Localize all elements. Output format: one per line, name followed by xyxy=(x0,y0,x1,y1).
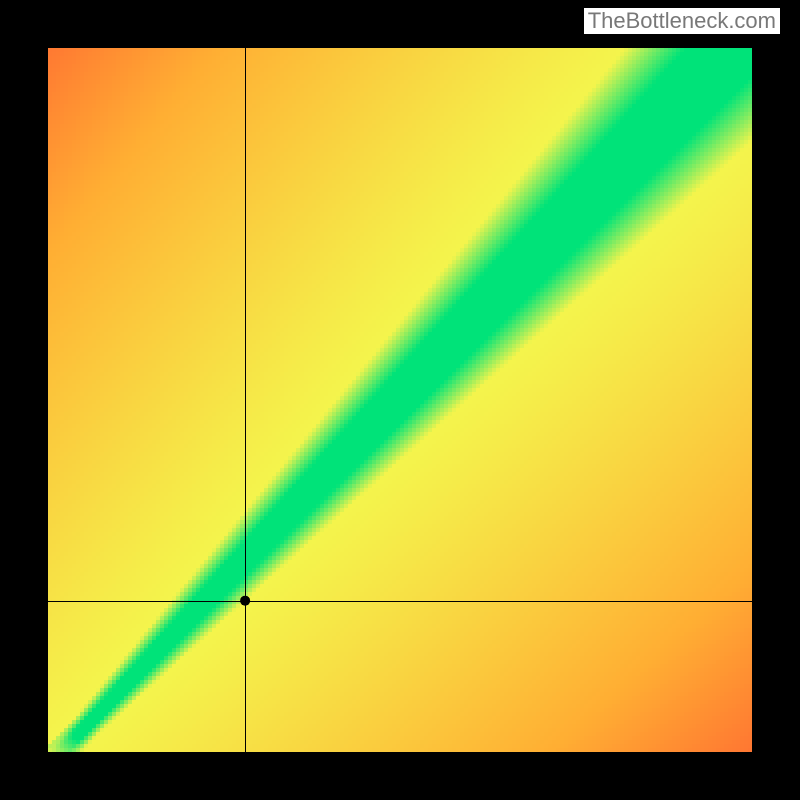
chart-container: TheBottleneck.com xyxy=(0,0,800,800)
watermark-text: TheBottleneck.com xyxy=(584,8,780,34)
crosshair-overlay xyxy=(48,48,752,752)
